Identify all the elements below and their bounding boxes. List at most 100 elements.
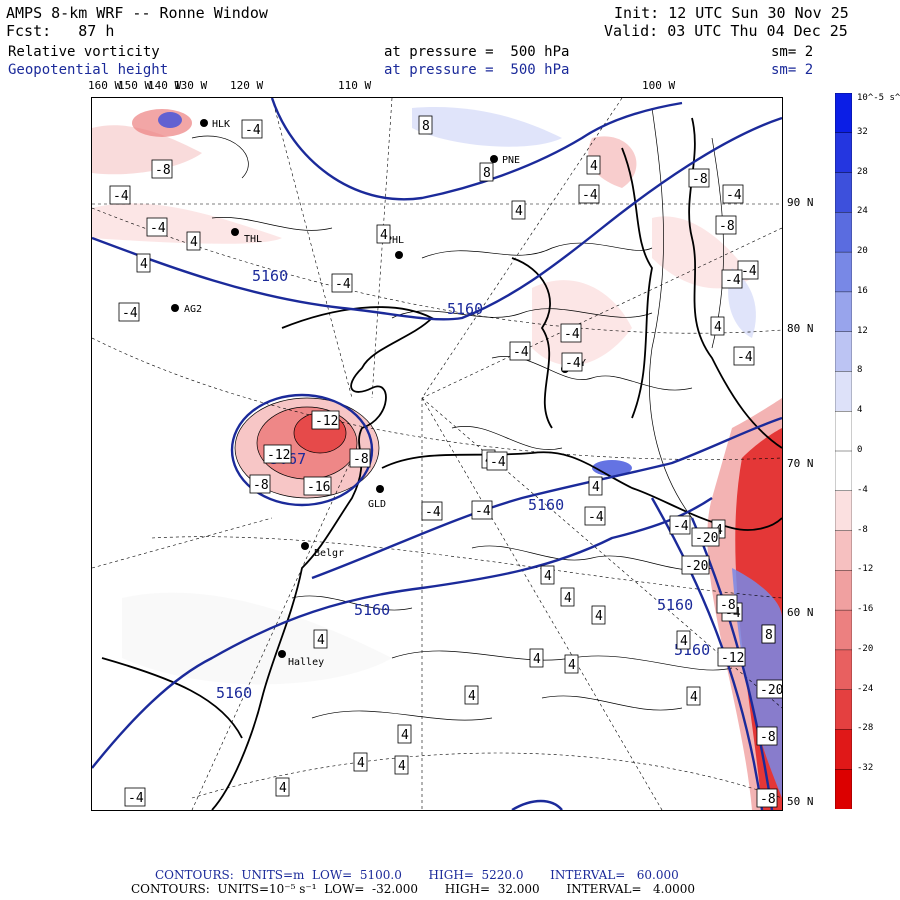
vorticity-label: -4: [588, 510, 604, 525]
vorticity-label-box: [591, 605, 606, 625]
vorticity-label: -4: [475, 504, 491, 519]
lon-label: 160 W: [88, 79, 122, 92]
vorticity-label: 4: [592, 480, 600, 495]
vorticity-label: -4: [490, 455, 506, 470]
shade-patch: [412, 107, 562, 147]
colorbar-swatch: [835, 212, 852, 253]
vorticity-label: 4: [515, 204, 523, 219]
vorticity-label-box: [146, 217, 168, 237]
vorticity-label: 4: [564, 591, 572, 606]
vorticity-label-box: [151, 159, 173, 179]
vorticity-label-box: [717, 647, 746, 667]
height-label: 5160: [528, 496, 564, 514]
forecast-hour: Fcst: 87 h: [6, 22, 115, 40]
vorticity-label-box: [376, 224, 391, 244]
vorticity-label: 4: [279, 781, 287, 796]
colorbar-tick-label: -4: [857, 484, 868, 495]
colorbar-swatch: [835, 450, 852, 492]
vorticity-label-box: [124, 787, 146, 807]
field2-name: Geopotential height: [8, 62, 169, 78]
colorbar-tick-label: -32: [857, 763, 874, 774]
colorbar-tick-label: 12: [857, 325, 868, 336]
colorbar-tick-label: -28: [857, 723, 874, 734]
vorticity-label-box: [588, 476, 603, 496]
vorticity-label: -4: [245, 123, 261, 138]
vorticity-label-box: [241, 119, 263, 139]
shade-patch: [122, 592, 392, 685]
station-label: GLD: [368, 499, 386, 510]
vorticity-label-box: [756, 679, 782, 699]
vorticity-label: -8: [692, 172, 708, 187]
vorticity-label-box: [479, 162, 494, 182]
vorticity-shading: [92, 107, 782, 810]
colorbar-swatch: [835, 490, 852, 532]
lon-label: 140 W: [148, 79, 182, 92]
map-svg: HLK PNE THL PHL AG2 SKY GLD Belgr Halley…: [92, 98, 782, 810]
shade-patch: [532, 280, 632, 366]
vorticity-label-box: [313, 629, 328, 649]
vorticity-label: 4: [468, 689, 476, 704]
vorticity-label: -4: [725, 273, 741, 288]
shade-patch: [158, 112, 182, 128]
vorticity-label-box: [578, 184, 600, 204]
height-label: 5160: [447, 300, 483, 318]
lat-label: 80 N: [787, 322, 814, 335]
vorticity-label: -12: [267, 448, 290, 463]
vorticity-label: -16: [307, 480, 330, 495]
vorticity-label-box: [756, 726, 778, 746]
vorticity-label: 4: [595, 609, 603, 624]
colorbar-tick-label: -8: [857, 524, 868, 535]
colorbar-swatch: [835, 609, 852, 651]
vorticity-label-box: [349, 448, 371, 468]
station-dot: [301, 542, 309, 550]
vorticity-label-box: [109, 185, 131, 205]
vorticity-label-box: [471, 500, 493, 520]
colorbar-swatch: [835, 649, 852, 691]
vorticity-label: 4: [190, 235, 198, 250]
vorticity-label-box: [303, 476, 332, 496]
lat-label: 50 N: [787, 795, 814, 808]
vorticity-label-box: [540, 565, 555, 585]
vorticity-label: -4: [122, 306, 138, 321]
colorbar-tick-label: 4: [857, 405, 863, 416]
vorticity-label: -20: [685, 559, 708, 574]
vorticity-label-box: [311, 410, 340, 430]
station-label: PHL: [386, 235, 404, 246]
vorticity-label-box: [509, 341, 531, 361]
vorticity-label: 4: [680, 634, 688, 649]
height-contours: [92, 98, 782, 810]
vorticity-label: -12: [721, 651, 744, 666]
vorticity-label: -4: [335, 277, 351, 292]
vorticity-label: 4: [317, 633, 325, 648]
vorticity-label-box: [136, 253, 151, 273]
colorbar-tick-label: -24: [857, 683, 874, 694]
footer-vorticity-contours: CONTOURS: UNITS=10⁻⁵ s⁻¹ LOW= -32.000 HI…: [131, 882, 695, 896]
model-title: AMPS 8-km WRF -- Ronne Window: [6, 4, 268, 22]
vorticity-label-box: [118, 302, 140, 322]
colorbar-swatch: [835, 172, 852, 214]
colorbar-swatch: [835, 251, 852, 293]
vorticity-label-box: [584, 506, 606, 526]
vorticity-label: 4: [533, 652, 541, 667]
vorticity-label: 8: [765, 628, 773, 643]
station-label: HLK: [212, 119, 230, 130]
valid-time: Valid: 03 UTC Thu 04 Dec 25: [604, 22, 848, 40]
lat-label: 90 N: [787, 196, 814, 209]
vorticity-label-box: [529, 648, 544, 668]
field1-level: at pressure = 500 hPa: [384, 44, 570, 60]
colorbar-swatch: [835, 411, 852, 452]
vorticity-label: -4: [513, 345, 529, 360]
colorbar-swatch: [835, 729, 852, 770]
vorticity-label: -4: [128, 791, 144, 806]
vorticity-label: -4: [425, 505, 441, 520]
vorticity-label: -20: [695, 531, 718, 546]
colorbar-swatch: [835, 689, 852, 731]
vorticity-label: -4: [726, 188, 742, 203]
vorticity-label: -8: [353, 452, 369, 467]
field2-smooth: sm= 2: [771, 62, 814, 78]
vorticity-label: -4: [582, 188, 598, 203]
vorticity-label: -8: [719, 219, 735, 234]
vorticity-labels: -4-8-4-444-48844-44-4-8-4-8-44-4-4-4-44-…: [109, 115, 782, 808]
vorticity-label-box: [186, 231, 201, 251]
vorticity-label-box: [733, 346, 755, 366]
